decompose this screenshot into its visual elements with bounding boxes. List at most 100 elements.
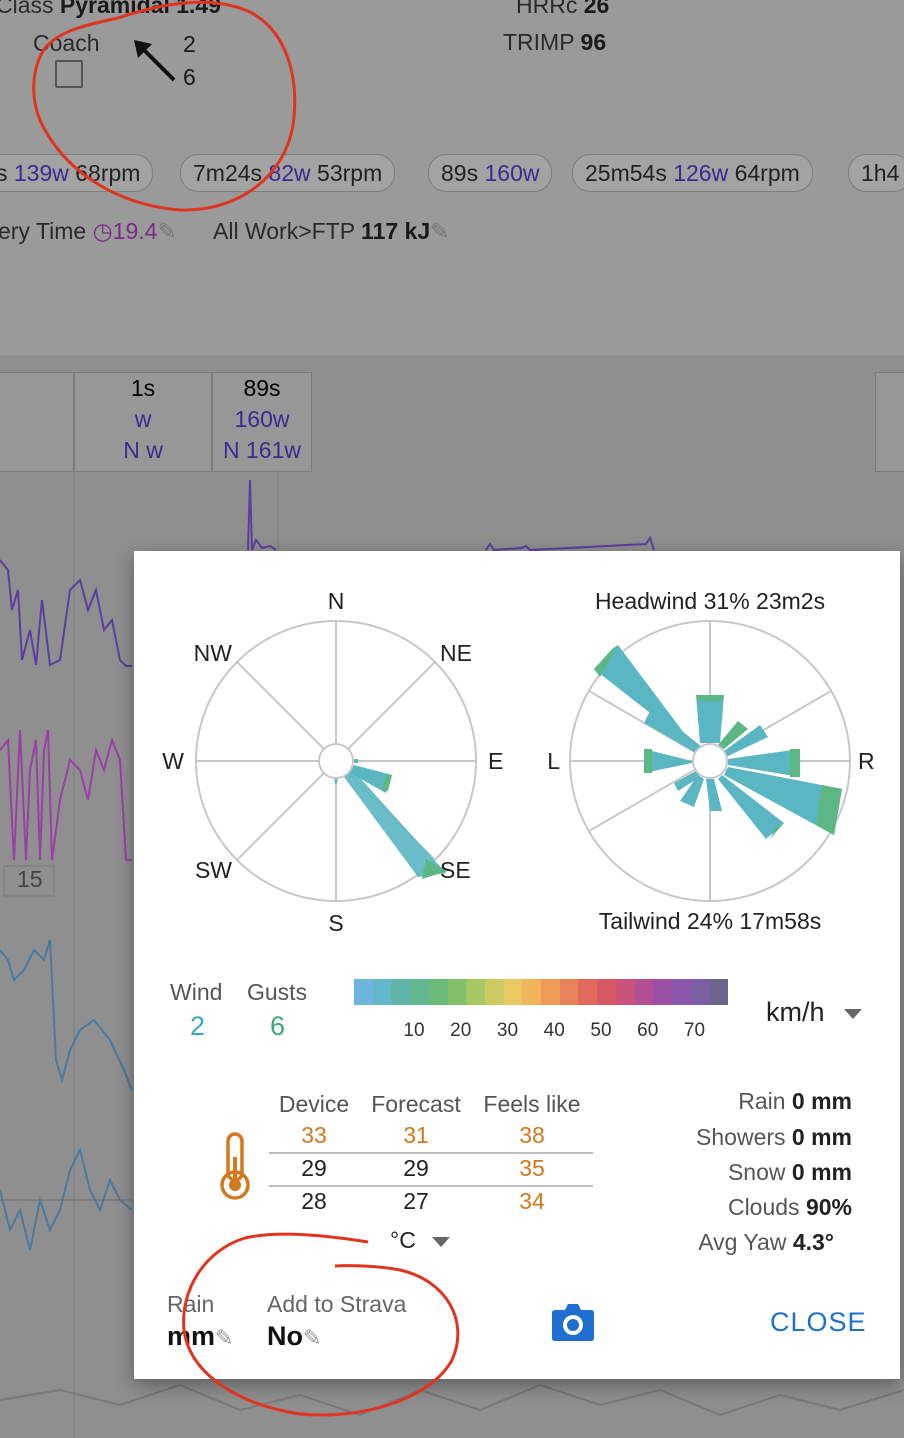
- annotation-circle-top: [32, 0, 297, 212]
- interval-pill[interactable]: 89s 160w: [428, 154, 553, 192]
- temp-cell: 38: [519, 1122, 545, 1148]
- interval-power: 126w: [673, 160, 729, 186]
- temp-cell: 35: [519, 1155, 545, 1181]
- stat-label: Snow: [727, 1159, 786, 1185]
- col-duration: 1s: [130, 375, 156, 401]
- scale-swatch: [466, 979, 485, 1005]
- recovery-label: ery Time: [0, 218, 87, 244]
- unit-value: km/h: [766, 997, 825, 1027]
- chart-column-header: 1s w N w: [74, 372, 212, 472]
- col-duration: 89s: [243, 375, 281, 401]
- temp-header: Forecast: [371, 1091, 461, 1117]
- interval-cadence: 64rpm: [734, 160, 800, 186]
- edit-icon[interactable]: ✎: [303, 1325, 322, 1350]
- gusts-value: 6: [270, 1011, 286, 1041]
- annotation-circle-bottom: [182, 1232, 460, 1417]
- wind-arrow-value-1: 2: [183, 31, 196, 57]
- strava-value: No: [267, 1321, 303, 1351]
- camera-icon[interactable]: [551, 1302, 595, 1342]
- compass-e: E: [488, 748, 503, 774]
- temp-unit-select[interactable]: °C: [390, 1227, 451, 1254]
- hrrc-value: 26: [583, 0, 610, 18]
- temp-cell: 31: [403, 1122, 429, 1148]
- coach-checkbox[interactable]: [55, 60, 83, 88]
- temp-cell: 29: [301, 1155, 327, 1181]
- stat-value: 0 mm: [791, 1124, 852, 1150]
- temp-unit-value: °C: [390, 1227, 416, 1253]
- rain-label: Rain: [167, 1291, 215, 1317]
- scale-swatch: [447, 979, 467, 1005]
- stat-label: Showers: [696, 1124, 786, 1150]
- wind-arrow-value-2: 6: [183, 64, 196, 90]
- stat-label: Clouds: [727, 1194, 800, 1220]
- edit-icon[interactable]: ✎: [430, 218, 450, 244]
- wind-direction-arrow-icon: [134, 40, 176, 82]
- stat-value: 90%: [805, 1194, 852, 1220]
- interval-duration: 1h4: [861, 160, 900, 186]
- scale-tick-label: 50: [590, 1020, 612, 1041]
- recovery-value: 19.4: [112, 218, 158, 244]
- chart-column-header: [0, 372, 74, 472]
- headwind-label: Headwind 31% 23m2s: [595, 588, 825, 614]
- weather-dialog: N S E W NE NW SE SW: [134, 551, 900, 1379]
- wind-sector-se: [344, 769, 446, 877]
- interval-pill[interactable]: 1h4: [848, 154, 904, 192]
- trimp-row: TRIMP 96: [503, 29, 606, 56]
- temp-cell: 28: [301, 1188, 327, 1214]
- scale-swatch: [522, 979, 542, 1005]
- interval-power: 160w: [484, 160, 540, 186]
- unit-select[interactable]: km/h: [766, 997, 863, 1028]
- hrrc-label: HRRc: [516, 0, 578, 18]
- scale-tick-label: 40: [543, 1020, 565, 1041]
- interval-power: 82w: [268, 160, 311, 186]
- interval-duration: 25m54s: [585, 160, 667, 186]
- stat-value: 0 mm: [791, 1159, 852, 1185]
- rain-field[interactable]: mm✎: [167, 1321, 233, 1352]
- scale-tick-label: 70: [683, 1020, 706, 1041]
- thermometer-icon: [220, 1132, 250, 1200]
- interval-power: 139w: [13, 160, 69, 186]
- left-label: L: [547, 748, 560, 774]
- class-label: Class: [0, 0, 54, 18]
- interval-pill[interactable]: s 139w 68rpm: [0, 154, 154, 192]
- col-norm-power: N w: [123, 437, 163, 463]
- temp-header: Feels like: [483, 1091, 581, 1117]
- stat-label: Avg Yaw: [698, 1229, 787, 1255]
- allwork-value: 117 kJ: [361, 218, 431, 244]
- dropdown-arrow-icon: [432, 1236, 451, 1247]
- recovery-row: ery Time ◷19.4✎: [0, 218, 177, 245]
- stat-value: 4.3°: [792, 1229, 834, 1255]
- interval-pill[interactable]: 25m54s 126w 64rpm: [572, 154, 813, 192]
- wind-sector-ese: [350, 765, 392, 793]
- interval-pill[interactable]: 7m24s 82w 53rpm: [180, 154, 396, 192]
- col-power: w: [134, 406, 152, 432]
- scale-tick-label: 30: [496, 1020, 519, 1041]
- right-label: R: [858, 748, 875, 774]
- strava-field[interactable]: No✎: [267, 1321, 321, 1352]
- scale-swatch: [653, 979, 672, 1005]
- compass-w: W: [162, 748, 184, 774]
- speed-trace: [0, 939, 133, 1091]
- temp-cell: 29: [403, 1155, 429, 1181]
- compass-n: N: [328, 588, 345, 614]
- scale-tick-label: 10: [403, 1020, 425, 1041]
- close-button[interactable]: CLOSE: [770, 1307, 867, 1337]
- allwork-label: All Work>FTP: [213, 218, 355, 244]
- edit-icon[interactable]: ✎: [157, 218, 177, 244]
- power-spike-trace: [247, 479, 277, 551]
- interval-cadence: 53rpm: [317, 160, 383, 186]
- gusts-label: Gusts: [247, 979, 308, 1005]
- chart-column-header: 89s 160w N 161w: [212, 372, 312, 472]
- scale-swatch: [634, 979, 654, 1005]
- scale-swatch: [671, 979, 691, 1005]
- trimp-value: 96: [580, 29, 607, 55]
- interval-duration: 89s: [441, 160, 479, 186]
- wind-direction-rose: N S E W NE NW SE SW: [162, 588, 503, 936]
- stat-showers: Showers 0 mm: [696, 1124, 852, 1151]
- scale-swatch: [559, 979, 579, 1005]
- temp-cell: 27: [403, 1188, 429, 1214]
- stat-rain: Rain 0 mm: [738, 1088, 852, 1115]
- compass-nw: NW: [194, 640, 233, 666]
- edit-icon[interactable]: ✎: [215, 1325, 234, 1350]
